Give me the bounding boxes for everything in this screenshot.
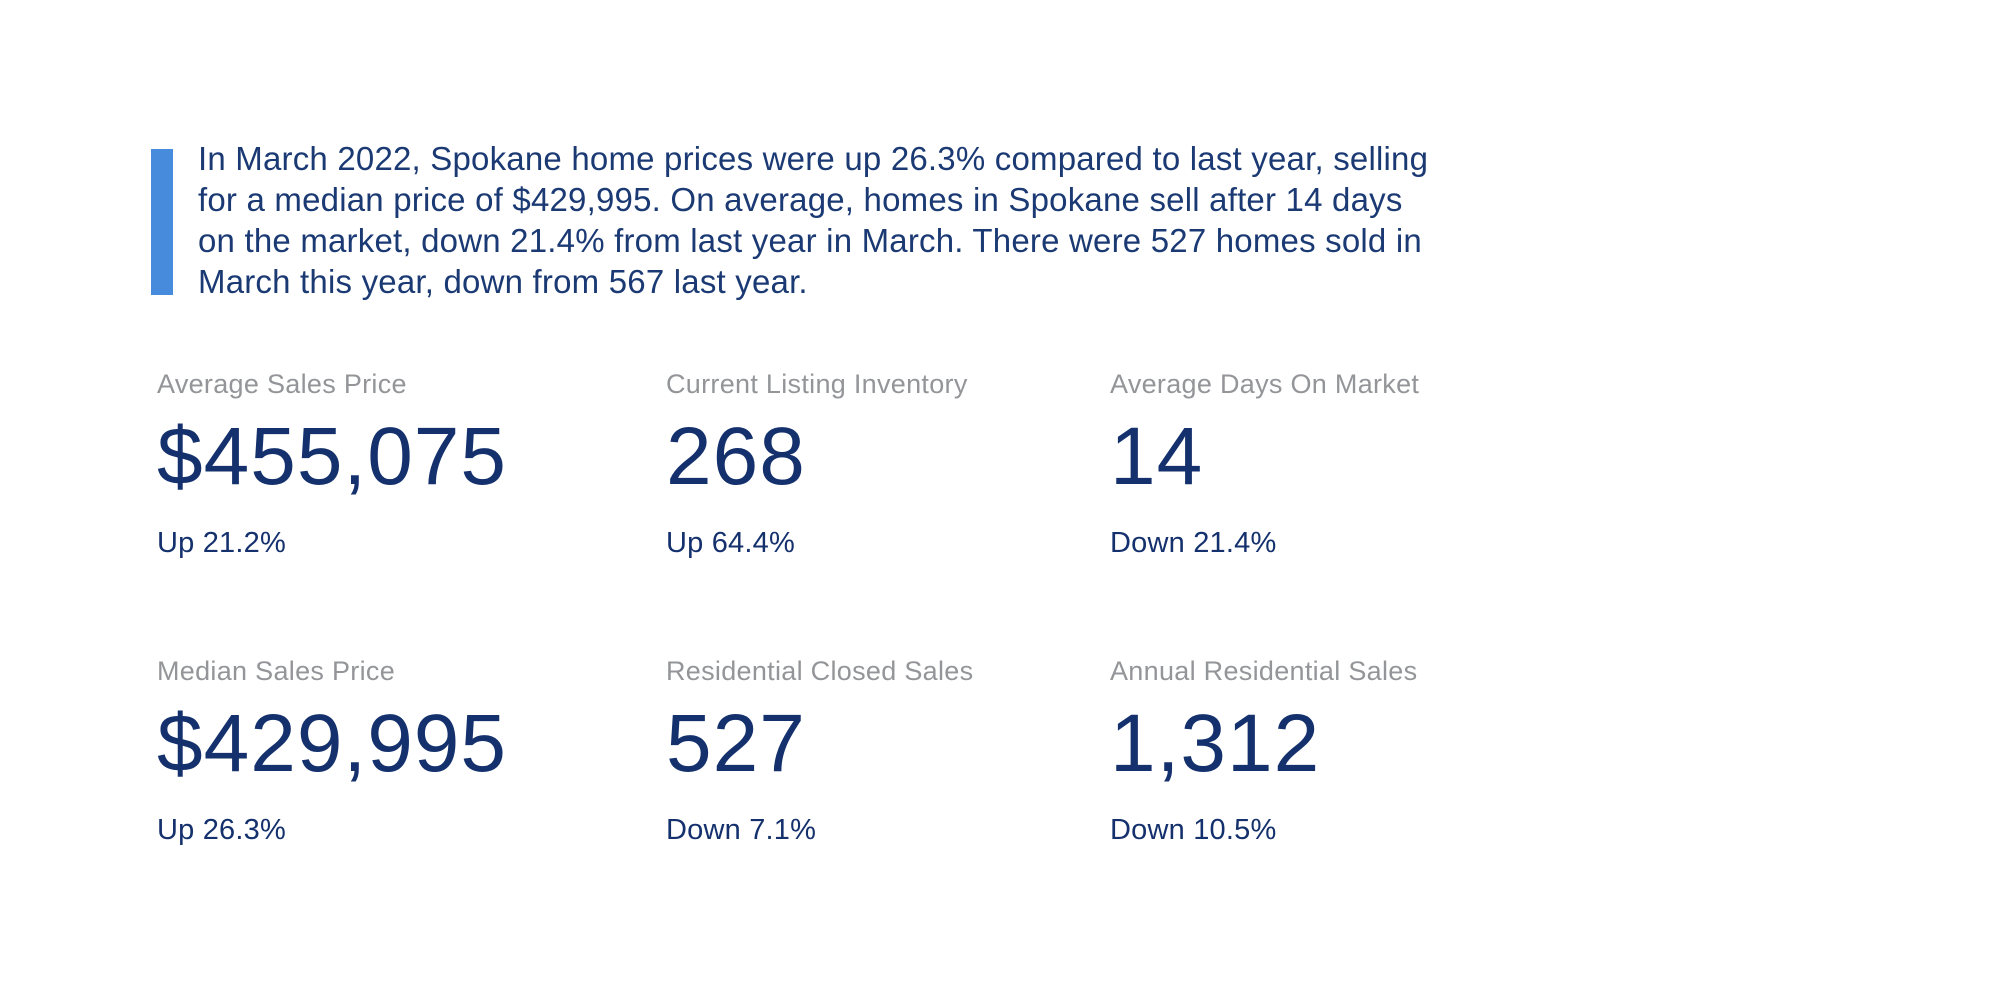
stat-change: Down 7.1% [666,814,817,846]
stat-label: Current Listing Inventory [666,369,968,399]
stat-value: $455,075 [157,411,508,502]
stat-label: Average Sales Price [157,369,407,399]
stat-value: 268 [666,411,806,502]
blockquote-accent-bar [151,149,173,295]
stat-current-listing-inventory: Current Listing Inventory 268 Up 64.4% [666,368,1110,560]
stat-change: Up 21.2% [157,527,286,559]
market-summary-paragraph: In March 2022, Spokane home prices were … [198,140,1429,300]
stat-median-sales-price: Median Sales Price $429,995 Up 26.3% [157,655,666,847]
stat-label: Annual Residential Sales [1110,656,1418,686]
stat-annual-residential-sales: Annual Residential Sales 1,312 Down 10.5… [1110,655,1557,847]
stat-change: Up 26.3% [157,814,286,846]
stat-value: 1,312 [1110,698,1321,789]
market-summary-blockquote: In March 2022, Spokane home prices were … [151,138,1491,302]
stat-change: Down 21.4% [1110,527,1277,559]
stat-label: Median Sales Price [157,656,396,686]
stat-change: Up 64.4% [666,527,795,559]
stat-change: Down 10.5% [1110,814,1277,846]
stat-value: 527 [666,698,806,789]
stat-residential-closed-sales: Residential Closed Sales 527 Down 7.1% [666,655,1110,847]
stat-label: Average Days On Market [1110,369,1420,399]
stat-average-days-on-market: Average Days On Market 14 Down 21.4% [1110,368,1557,560]
stats-grid: Average Sales Price $455,075 Up 21.2% Cu… [157,368,1557,847]
stat-value: 14 [1110,411,1204,502]
stat-value: $429,995 [157,698,508,789]
stat-label: Residential Closed Sales [666,656,974,686]
stat-average-sales-price: Average Sales Price $455,075 Up 21.2% [157,368,666,560]
